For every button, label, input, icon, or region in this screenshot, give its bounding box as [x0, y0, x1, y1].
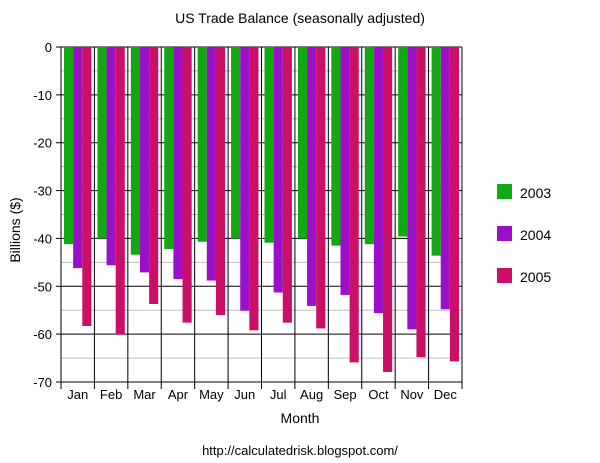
bar-2003-mar: [130, 47, 140, 255]
legend-label-2005: 2005: [520, 269, 551, 285]
y-tick-label: -30: [33, 184, 52, 199]
bar-2004-feb: [106, 47, 116, 266]
y-tick-label: -60: [33, 327, 52, 342]
y-tick-label: -40: [33, 231, 52, 246]
bar-2003-jul: [264, 47, 274, 243]
y-tick-label: -70: [33, 375, 52, 390]
legend-swatch-2004: [497, 226, 512, 241]
bar-2004-apr: [173, 47, 183, 280]
bar-2003-aug: [297, 47, 308, 239]
bar-2003-sep: [331, 47, 341, 246]
bar-2005-nov: [416, 47, 426, 358]
bar-2003-dec: [431, 47, 441, 256]
bar-layer: [64, 47, 459, 372]
bar-2003-nov: [398, 47, 408, 237]
bar-2005-aug: [316, 47, 326, 329]
legend-label-2004: 2004: [520, 227, 551, 243]
bar-2004-oct: [373, 47, 384, 314]
x-tick-label-jul: Jul: [270, 387, 287, 402]
bar-2003-jun: [231, 47, 241, 239]
y-tick-label: -50: [33, 279, 52, 294]
bar-2005-jan: [82, 47, 92, 327]
bar-2005-may: [215, 47, 226, 315]
x-tick-label-sep: Sep: [333, 387, 356, 402]
x-tick-label-nov: Nov: [400, 387, 424, 402]
source-url: http://calculatedrisk.blogspot.com/: [202, 443, 398, 458]
legend-label-2003: 2003: [520, 185, 551, 201]
grid-layer: [61, 46, 462, 383]
bar-2005-jun: [249, 47, 259, 331]
legend-swatch-2005: [497, 268, 512, 283]
y-tick-label: -20: [33, 136, 52, 151]
x-tick-label-apr: Apr: [168, 387, 189, 402]
bar-2004-sep: [340, 47, 350, 295]
chart-title: US Trade Balance (seasonally adjusted): [175, 10, 425, 26]
bar-2004-mar: [139, 47, 150, 273]
bar-2003-jan: [64, 47, 74, 245]
x-tick-label-dec: Dec: [434, 387, 458, 402]
bar-2005-sep: [349, 47, 359, 363]
bar-2003-may: [197, 47, 207, 242]
y-tick-label: -10: [33, 88, 52, 103]
y-axis-label: Billions ($): [7, 197, 23, 262]
bar-2004-jul: [273, 47, 283, 293]
bar-2004-jun: [240, 47, 250, 311]
x-tick-label-may: May: [199, 387, 224, 402]
bar-2005-oct: [383, 47, 393, 372]
bar-2004-dec: [440, 47, 450, 310]
x-tick-label-jan: Jan: [67, 387, 88, 402]
bar-2004-aug: [307, 47, 317, 306]
bar-2004-jan: [73, 47, 83, 269]
y-tick-label: 0: [45, 40, 52, 55]
bar-2005-feb: [115, 47, 125, 335]
bar-2005-apr: [182, 47, 192, 323]
bar-2004-may: [206, 47, 216, 281]
x-tick-label-feb: Feb: [100, 387, 122, 402]
x-axis-label: Month: [281, 410, 320, 426]
bar-2004-nov: [407, 47, 417, 330]
bar-2005-jul: [282, 47, 292, 323]
legend: 2003 2004 2005: [497, 184, 551, 285]
bar-2003-oct: [364, 47, 374, 245]
legend-swatch-2003: [497, 184, 512, 199]
x-tick-label-mar: Mar: [133, 387, 156, 402]
bar-2003-apr: [164, 47, 174, 249]
bar-2005-dec: [449, 47, 459, 362]
axis-layer: 0 -10 -20 -30 -40 -50 -60 -70 Jan Feb Mar Apr May Jun…: [33, 40, 463, 402]
x-tick-label-jun: Jun: [234, 387, 255, 402]
bar-2005-mar: [149, 47, 159, 304]
x-tick-label-aug: Aug: [300, 387, 323, 402]
bar-2003-feb: [97, 47, 107, 239]
x-tick-label-oct: Oct: [368, 387, 389, 402]
